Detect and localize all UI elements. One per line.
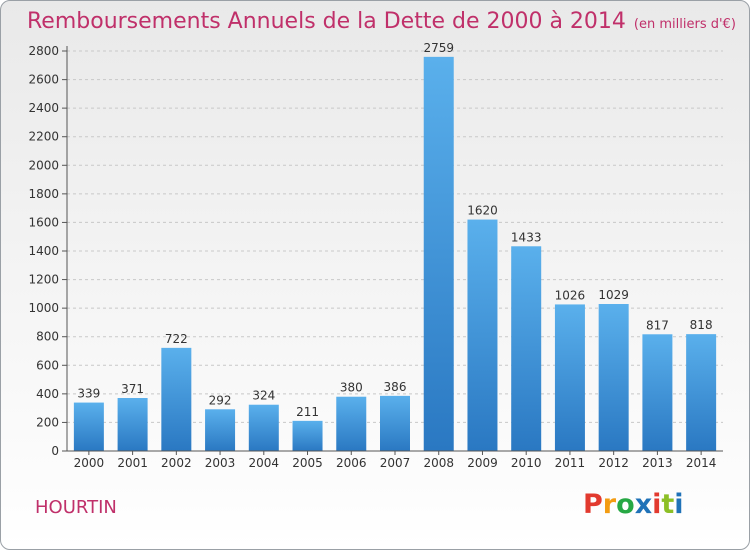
logo-letter: i — [652, 489, 662, 520]
bar-2002[interactable] — [161, 347, 192, 451]
value-label: 722 — [165, 332, 188, 346]
y-tick-label: 1800 — [28, 187, 59, 201]
y-tick-label: 800 — [36, 330, 59, 344]
y-tick-label: 2800 — [28, 44, 59, 58]
bar-2004[interactable] — [248, 404, 279, 451]
y-tick-label: 2200 — [28, 130, 59, 144]
y-tick-label: 0 — [51, 444, 59, 458]
x-tick-label: 2004 — [249, 456, 280, 470]
y-tick-label: 2000 — [28, 158, 59, 172]
x-tick-label: 2000 — [74, 456, 105, 470]
bar-2013[interactable] — [642, 334, 673, 451]
logo-letter: r — [602, 489, 617, 520]
x-tick-label: 2006 — [336, 456, 367, 470]
x-tick-label: 2014 — [686, 456, 717, 470]
y-tick-label: 1000 — [28, 301, 59, 315]
commune-name: HOURTIN — [35, 497, 117, 518]
x-tick-label: 2009 — [467, 456, 498, 470]
x-tick-label: 2010 — [511, 456, 542, 470]
value-label: 1026 — [555, 288, 586, 302]
value-label: 371 — [121, 382, 144, 396]
x-tick-label: 2003 — [205, 456, 236, 470]
y-tick-label: 1400 — [28, 244, 59, 258]
x-tick-label: 2005 — [292, 456, 323, 470]
value-label: 1029 — [598, 288, 629, 302]
value-label: 1433 — [511, 230, 542, 244]
y-tick-label: 1200 — [28, 273, 59, 287]
bar-2005[interactable] — [292, 420, 323, 451]
y-tick-label: 200 — [36, 415, 59, 429]
x-tick-label: 2007 — [380, 456, 411, 470]
bar-2003[interactable] — [205, 409, 236, 451]
y-tick-label: 2600 — [28, 73, 59, 87]
x-tick-label: 2012 — [598, 456, 629, 470]
x-tick-label: 2013 — [642, 456, 673, 470]
y-tick-label: 600 — [36, 358, 59, 372]
value-label: 339 — [77, 387, 100, 401]
x-tick-label: 2002 — [161, 456, 192, 470]
bar-2012[interactable] — [598, 304, 629, 451]
chart-unit: (en milliers d'€) — [633, 17, 736, 32]
bar-2009[interactable] — [467, 219, 498, 451]
bar-2010[interactable] — [511, 246, 542, 451]
bar-2008[interactable] — [423, 56, 454, 451]
value-label: 292 — [209, 393, 232, 407]
x-tick-label: 2001 — [117, 456, 148, 470]
bar-2011[interactable] — [554, 304, 585, 451]
value-label: 2759 — [423, 41, 454, 55]
logo-letter: P — [583, 489, 603, 520]
bar-2006[interactable] — [336, 396, 367, 451]
value-label: 1620 — [467, 204, 498, 218]
logo-letter: o — [616, 489, 635, 520]
logo-letter: i — [674, 489, 684, 520]
value-label: 386 — [384, 380, 407, 394]
value-label: 324 — [252, 389, 275, 403]
value-label: 818 — [690, 318, 713, 332]
logo-letter: x — [634, 489, 653, 520]
x-tick-label: 2008 — [423, 456, 454, 470]
logo-letter: t — [661, 489, 675, 520]
y-tick-label: 2400 — [28, 101, 59, 115]
value-label: 211 — [296, 405, 319, 419]
y-tick-label: 400 — [36, 387, 59, 401]
bar-2000[interactable] — [73, 402, 104, 451]
value-label: 817 — [646, 318, 669, 332]
bar-2014[interactable] — [686, 334, 717, 451]
chart-title: Remboursements Annuels de la Dette de 20… — [27, 9, 736, 34]
bar-2001[interactable] — [117, 398, 148, 451]
y-tick-label: 1600 — [28, 215, 59, 229]
bar-2007[interactable] — [380, 395, 410, 451]
x-tick-label: 2011 — [555, 456, 586, 470]
proxiti-logo[interactable]: Proxiti — [583, 489, 684, 520]
value-label: 380 — [340, 381, 363, 395]
